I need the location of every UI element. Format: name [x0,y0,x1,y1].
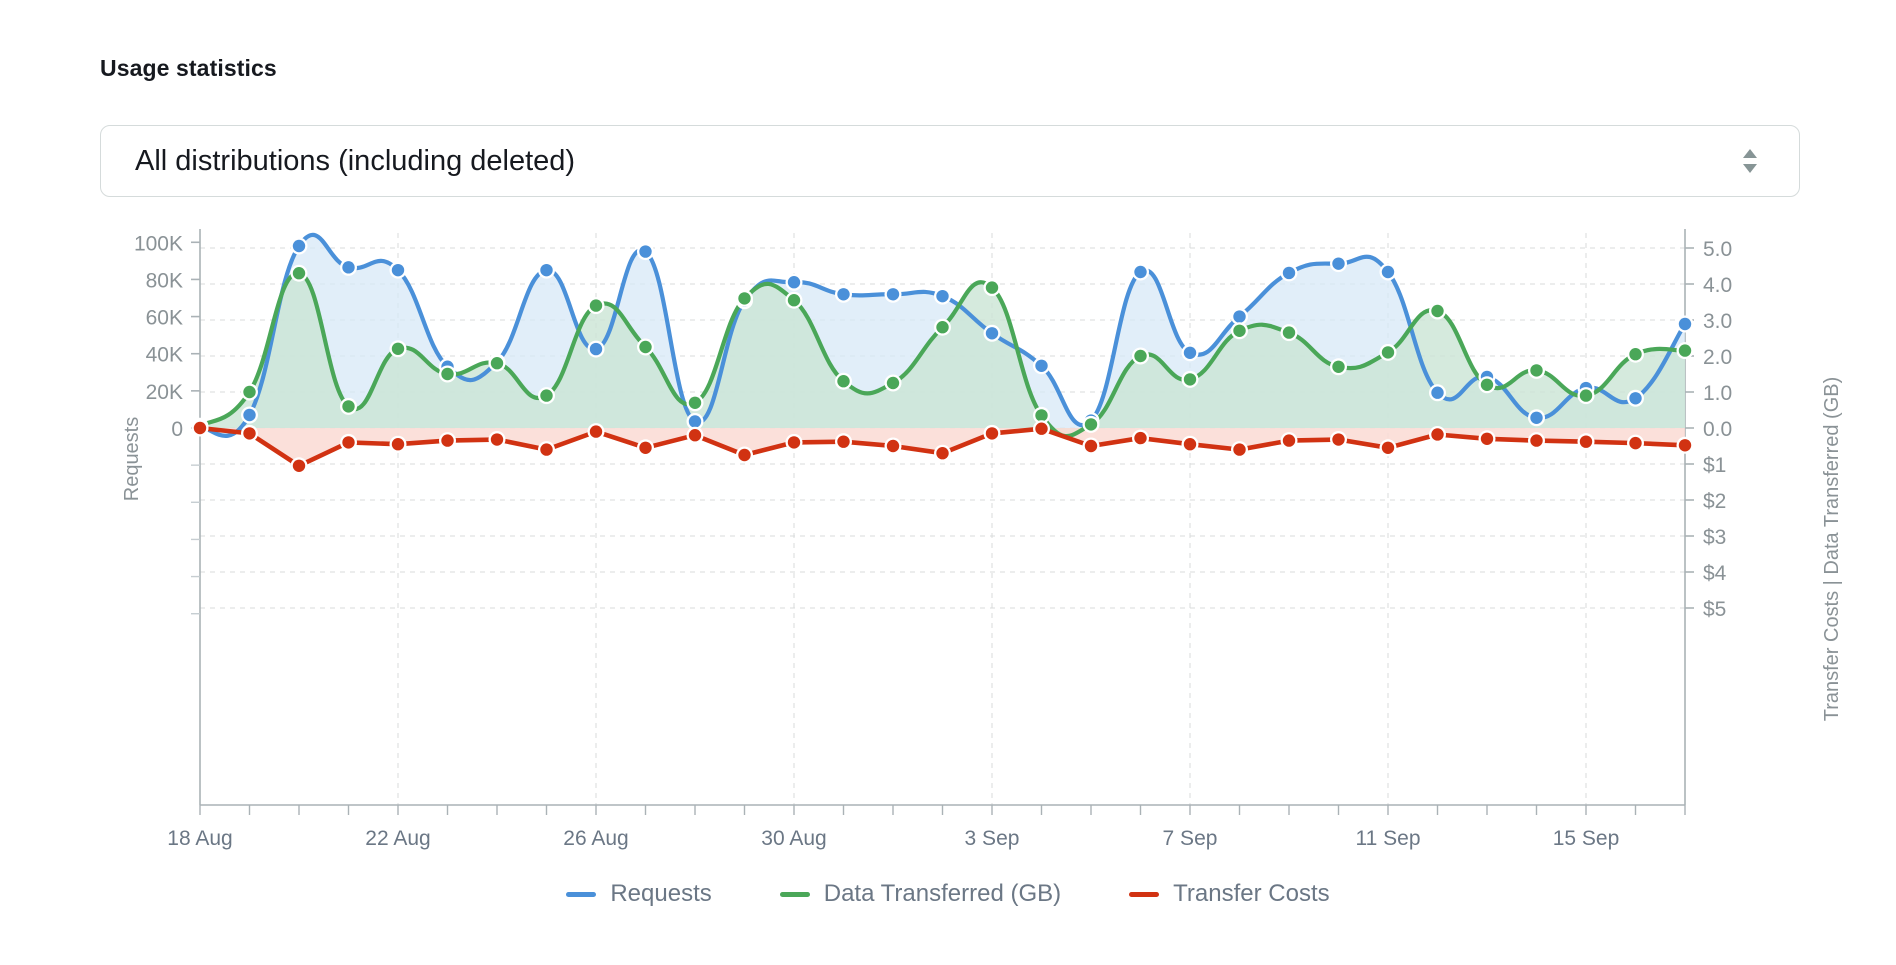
legend-label-requests: Requests [610,880,712,907]
legend-label-transfer-costs: Transfer Costs [1173,880,1330,907]
usage-chart-svg: 0 20K 40K 60K 80K 100K 5.0 4.0 3.0 2.0 1.0 0.0 $1 $2 $… [121,229,1843,850]
svg-text:$5: $5 [1703,598,1726,621]
svg-text:7 Sep: 7 Sep [1163,827,1218,850]
svg-text:$2: $2 [1703,490,1726,513]
svg-text:2.0: 2.0 [1703,346,1732,369]
svg-text:100K: 100K [134,232,183,255]
legend-swatch-data-transferred [779,891,810,897]
sort-arrows-glyph [1743,149,1757,173]
svg-text:3 Sep: 3 Sep [965,827,1020,850]
svg-text:3.0: 3.0 [1703,310,1732,333]
page-title: Usage statistics [100,55,277,81]
svg-text:$1: $1 [1703,454,1726,477]
svg-text:20K: 20K [146,381,183,404]
svg-text:11 Sep: 11 Sep [1356,827,1421,850]
svg-text:26 Aug: 26 Aug [563,827,628,850]
svg-text:80K: 80K [146,269,183,292]
sort-arrows-icon [1739,146,1761,176]
svg-text:18 Aug: 18 Aug [167,827,232,850]
svg-text:$4: $4 [1703,562,1727,585]
svg-text:5.0: 5.0 [1703,238,1732,261]
svg-text:22 Aug: 22 Aug [365,827,430,850]
usage-chart: 0 20K 40K 60K 80K 100K 5.0 4.0 3.0 2.0 1.0 0.0 $1 $2 $… [0,205,1896,965]
svg-text:60K: 60K [146,307,183,330]
chart-legend: Requests Data Transferred (GB) Transfer … [0,880,1896,908]
distribution-filter-value: All distributions (including deleted) [135,144,576,177]
svg-text:Transfer Costs | Data Transfer: Transfer Costs | Data Transferred (GB) [1821,377,1843,722]
svg-text:$3: $3 [1703,526,1726,549]
legend-swatch-requests [566,891,597,897]
legend-label-data-transferred: Data Transferred (GB) [823,880,1062,907]
svg-text:0: 0 [171,418,183,441]
legend-item-transfer-costs[interactable]: Transfer Costs [1129,880,1330,908]
legend-item-requests[interactable]: Requests [566,880,712,908]
svg-text:1.0: 1.0 [1703,382,1732,405]
svg-text:Requests: Requests [121,417,143,502]
svg-text:0.0: 0.0 [1703,418,1732,441]
legend-item-data-transferred[interactable]: Data Transferred (GB) [779,880,1062,908]
svg-text:15 Sep: 15 Sep [1553,827,1620,850]
legend-swatch-transfer-costs [1129,891,1160,897]
distribution-filter-select[interactable]: All distributions (including deleted) [100,125,1800,197]
svg-text:4.0: 4.0 [1703,274,1732,297]
svg-text:40K: 40K [146,344,183,367]
svg-text:30 Aug: 30 Aug [761,827,826,850]
